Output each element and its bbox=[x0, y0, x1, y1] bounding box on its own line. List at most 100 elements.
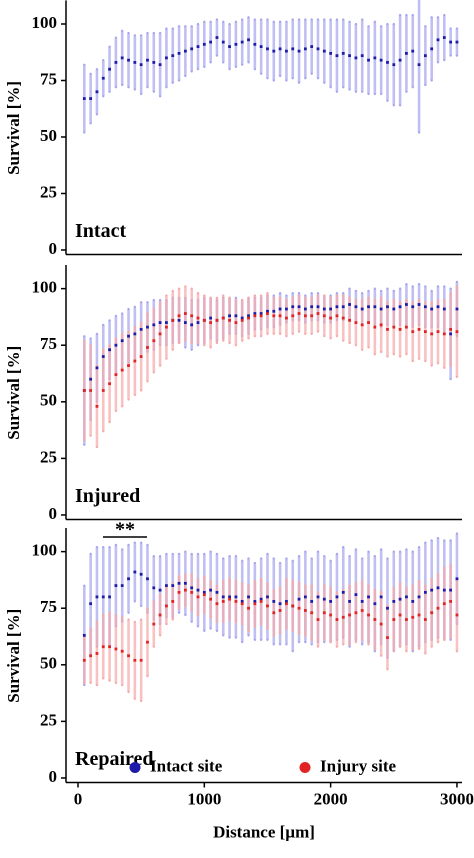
error-cap bbox=[152, 645, 155, 648]
error-cap bbox=[310, 292, 313, 295]
legend-label: Intact site bbox=[150, 756, 223, 775]
mean-point bbox=[240, 602, 244, 606]
error-cap bbox=[184, 339, 187, 342]
mean-point bbox=[247, 314, 250, 318]
mean-point bbox=[101, 389, 105, 392]
error-cap bbox=[329, 586, 332, 589]
error-cap bbox=[436, 16, 440, 19]
error-cap bbox=[177, 25, 181, 28]
mean-point bbox=[240, 600, 244, 603]
mean-point bbox=[354, 56, 358, 60]
mean-point bbox=[120, 339, 124, 343]
mean-point bbox=[165, 325, 168, 329]
error-cap bbox=[102, 613, 105, 617]
error-cap bbox=[159, 31, 162, 35]
error-cap bbox=[367, 289, 370, 292]
mean-point bbox=[152, 61, 156, 64]
mean-point bbox=[285, 316, 288, 320]
error-cap bbox=[436, 641, 440, 644]
error-cap bbox=[443, 539, 446, 542]
mean-point bbox=[215, 318, 219, 322]
error-cap bbox=[297, 330, 301, 333]
mean-point bbox=[322, 611, 326, 615]
error-cap bbox=[297, 632, 301, 635]
mean-point bbox=[272, 600, 276, 603]
error-cap bbox=[430, 645, 433, 648]
error-cap bbox=[108, 611, 111, 614]
panel-label: Repaired bbox=[75, 748, 154, 770]
error-cap bbox=[152, 371, 155, 374]
error-cap bbox=[348, 555, 351, 558]
error-cap bbox=[285, 294, 288, 297]
mean-point bbox=[253, 42, 257, 46]
y-axis-label: Survival [%] bbox=[4, 81, 23, 175]
mean-point bbox=[171, 54, 175, 58]
error-cap bbox=[266, 292, 269, 295]
mean-point bbox=[139, 572, 143, 576]
error-cap bbox=[95, 68, 99, 71]
error-cap bbox=[348, 296, 351, 299]
error-cap bbox=[171, 552, 174, 555]
error-cap bbox=[253, 561, 256, 565]
error-cap bbox=[127, 543, 130, 546]
error-cap bbox=[133, 600, 136, 603]
mean-point bbox=[291, 305, 295, 309]
error-cap bbox=[140, 34, 143, 37]
mean-point bbox=[455, 330, 459, 334]
error-cap bbox=[146, 312, 149, 315]
mean-point bbox=[367, 305, 370, 309]
error-cap bbox=[266, 332, 269, 336]
mean-point bbox=[234, 321, 238, 324]
error-cap bbox=[209, 550, 212, 553]
error-cap bbox=[133, 305, 136, 308]
error-cap bbox=[430, 364, 433, 367]
error-cap bbox=[102, 348, 105, 351]
mean-point bbox=[373, 305, 377, 309]
error-cap bbox=[449, 539, 452, 542]
error-cap bbox=[108, 90, 111, 93]
error-cap bbox=[297, 582, 301, 585]
error-cap bbox=[316, 591, 320, 594]
error-cap bbox=[184, 613, 187, 617]
y-tick-label: 50 bbox=[40, 391, 57, 410]
mean-point bbox=[228, 314, 231, 318]
error-cap bbox=[411, 285, 414, 288]
error-cap bbox=[215, 54, 219, 57]
mean-point bbox=[379, 323, 383, 327]
error-cap bbox=[392, 104, 395, 107]
panel-label: Intact bbox=[75, 220, 126, 242]
mean-point bbox=[423, 54, 427, 58]
error-cap bbox=[95, 364, 99, 367]
error-cap bbox=[102, 430, 105, 433]
error-cap bbox=[127, 398, 130, 401]
mean-point bbox=[183, 588, 187, 592]
mean-point bbox=[171, 318, 175, 322]
error-cap bbox=[405, 90, 408, 93]
error-cap bbox=[348, 584, 351, 587]
error-cap bbox=[279, 561, 282, 565]
mean-point bbox=[278, 47, 282, 51]
error-cap bbox=[361, 298, 364, 302]
error-cap bbox=[108, 679, 111, 682]
error-cap bbox=[247, 16, 250, 19]
error-cap bbox=[392, 289, 395, 292]
mean-point bbox=[341, 615, 345, 619]
error-cap bbox=[209, 20, 212, 23]
error-cap bbox=[329, 559, 332, 562]
mean-point bbox=[221, 600, 225, 603]
mean-point bbox=[253, 312, 257, 315]
mean-point bbox=[183, 581, 187, 585]
mean-point bbox=[152, 622, 156, 626]
mean-point bbox=[360, 600, 364, 603]
error-cap bbox=[417, 131, 421, 134]
mean-point bbox=[392, 600, 396, 603]
error-cap bbox=[159, 364, 162, 367]
error-cap bbox=[272, 296, 275, 299]
error-cap bbox=[234, 344, 237, 347]
error-cap bbox=[272, 643, 275, 646]
mean-point bbox=[190, 323, 194, 327]
error-cap bbox=[215, 552, 219, 555]
error-cap bbox=[121, 616, 124, 619]
error-cap bbox=[443, 285, 446, 288]
